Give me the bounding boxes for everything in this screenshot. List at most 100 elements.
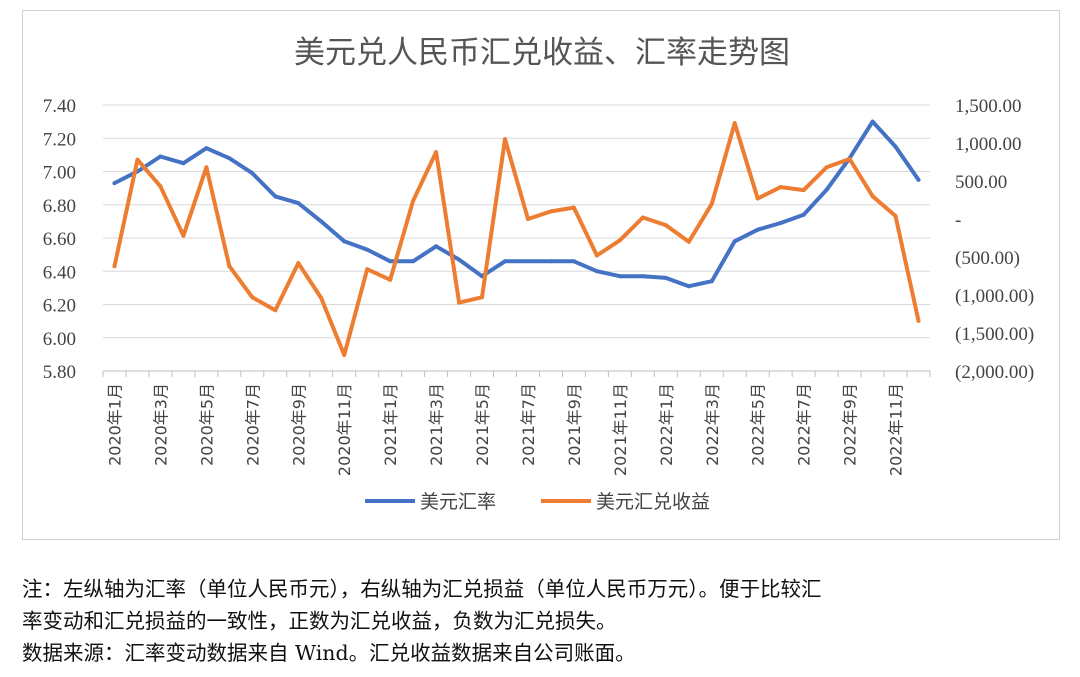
data-point-usd-rate — [571, 259, 576, 264]
data-point-usd-rate — [663, 275, 668, 280]
x-tick-label: 2022年1月 — [657, 383, 676, 466]
data-point-fx-gain — [135, 157, 140, 162]
x-tick-label: 2021年7月 — [519, 383, 538, 466]
data-point-fx-gain — [434, 150, 439, 155]
legend: 美元汇率 美元汇兑收益 — [365, 491, 710, 513]
y-left-tick-label: 6.20 — [43, 296, 76, 317]
chart-notes: 注：左纵轴为汇率（单位人民币元），右纵轴为汇兑损益（单位人民币万元）。便于比较汇… — [22, 573, 1062, 669]
line-chart: 美元兑人民币汇兑收益、汇率走势图 7.40 7.20 7.00 6.80 6.60 6.4… — [43, 35, 1034, 513]
data-point-usd-rate — [250, 171, 255, 176]
y-right-tick-label: (2,000.00) — [955, 362, 1034, 383]
data-point-fx-gain — [847, 157, 852, 161]
data-point-usd-rate — [801, 212, 806, 217]
data-point-fx-gain — [227, 264, 232, 269]
data-point-fx-gain — [365, 267, 370, 272]
data-point-fx-gain — [686, 239, 691, 244]
x-tick-label: 2020年11月 — [335, 383, 354, 476]
note-data-source: 数据来源：汇率变动数据来自 Wind。汇兑收益数据来自公司账面。 — [22, 641, 636, 665]
data-point-usd-rate — [503, 259, 507, 264]
data-point-fx-gain — [503, 137, 507, 142]
data-point-fx-gain — [457, 300, 462, 305]
data-point-fx-gain — [640, 215, 645, 220]
data-point-usd-rate — [411, 259, 416, 264]
y-left-tick-label: 7.00 — [43, 163, 76, 184]
data-point-usd-rate — [526, 259, 530, 264]
series-line-usd-rate — [112, 119, 921, 289]
series-lines — [112, 119, 921, 357]
data-point-usd-rate — [617, 274, 622, 279]
y-axis-right: 1,500.00 1,000.00 500.00 - (500.00) (1,000.00… — [955, 96, 1034, 383]
data-point-usd-rate — [365, 247, 370, 252]
data-point-fx-gain — [388, 277, 393, 282]
data-point-usd-rate — [158, 154, 163, 159]
data-point-usd-rate — [640, 274, 645, 279]
data-point-fx-gain — [755, 196, 760, 201]
data-point-usd-rate — [709, 279, 714, 284]
series-line-fx-gain — [112, 121, 921, 357]
y-right-tick-label: 1,500.00 — [955, 96, 1022, 117]
y-right-tick-label: 1,000.00 — [955, 134, 1022, 155]
data-point-usd-rate — [870, 119, 875, 124]
x-tick-label: 2022年7月 — [795, 383, 814, 466]
x-tick-label: 2022年3月 — [703, 383, 722, 466]
x-tick-label: 2021年1月 — [381, 383, 400, 466]
chart-frame: 美元兑人民币汇兑收益、汇率走势图 7.40 7.20 7.00 6.80 6.60 6.4… — [22, 10, 1060, 540]
legend-label-gain: 美元汇兑收益 — [596, 491, 710, 513]
y-right-tick-label: (1,500.00) — [955, 324, 1034, 345]
data-point-fx-gain — [273, 308, 278, 313]
y-right-tick-label: (1,000.00) — [955, 286, 1034, 307]
data-point-usd-rate — [319, 219, 324, 224]
y-left-tick-label: 5.80 — [43, 362, 76, 383]
y-right-tick-label: 500.00 — [955, 172, 1007, 193]
data-point-usd-rate — [755, 227, 760, 232]
legend-label-rate: 美元汇率 — [420, 491, 496, 513]
data-point-usd-rate — [388, 259, 393, 264]
data-point-fx-gain — [571, 205, 576, 210]
data-point-usd-rate — [112, 181, 117, 186]
data-point-fx-gain — [319, 296, 324, 300]
data-point-fx-gain — [549, 209, 553, 214]
data-point-fx-gain — [250, 295, 255, 300]
data-point-fx-gain — [342, 353, 347, 357]
x-tick-label: 2020年3月 — [151, 383, 170, 466]
data-point-usd-rate — [594, 269, 599, 274]
note-sign-explanation: 率变动和汇兑损益的一致性，正数为汇兑收益，负数为汇兑损失。 — [22, 609, 617, 633]
y-left-tick-label: 6.00 — [43, 329, 76, 350]
data-point-usd-rate — [686, 284, 691, 289]
x-tick-label: 2022年9月 — [841, 383, 860, 466]
data-point-fx-gain — [181, 233, 186, 238]
note-axis-explanation: 注：左纵轴为汇率（单位人民币元），右纵轴为汇兑损益（单位人民币万元）。便于比较汇 — [22, 577, 822, 601]
y-right-tick-label: - — [955, 210, 961, 231]
data-point-fx-gain — [411, 198, 416, 203]
y-left-tick-label: 6.40 — [43, 262, 76, 283]
data-point-usd-rate — [181, 161, 186, 166]
y-left-tick-label: 7.20 — [43, 129, 76, 150]
y-left-tick-label: 6.80 — [43, 196, 76, 217]
x-tick-label: 2022年11月 — [887, 383, 906, 476]
data-point-usd-rate — [893, 144, 898, 149]
data-point-fx-gain — [594, 253, 599, 258]
data-point-fx-gain — [158, 184, 163, 189]
data-point-fx-gain — [870, 194, 875, 199]
data-point-usd-rate — [778, 221, 783, 225]
data-point-fx-gain — [204, 165, 209, 170]
data-point-fx-gain — [801, 188, 806, 193]
data-point-fx-gain — [526, 217, 530, 221]
x-tick-label: 2021年5月 — [473, 383, 492, 466]
data-point-fx-gain — [916, 318, 921, 323]
data-point-usd-rate — [434, 244, 439, 249]
data-point-usd-rate — [549, 259, 553, 264]
x-tick-label: 2022年5月 — [749, 383, 768, 466]
data-point-fx-gain — [296, 261, 301, 266]
data-point-fx-gain — [824, 165, 829, 170]
data-point-fx-gain — [480, 295, 484, 300]
x-tick-label: 2021年9月 — [565, 383, 584, 466]
data-point-fx-gain — [112, 264, 117, 269]
x-tick-label: 2020年7月 — [243, 383, 262, 466]
x-axis-tick-labels: 2020年1月 2020年3月 2020年5月 2020年7月 2020年9月 2020年… — [105, 383, 905, 476]
y-left-tick-label: 6.60 — [43, 229, 76, 250]
x-tick-label: 2020年1月 — [105, 383, 124, 466]
x-tick-label: 2020年9月 — [289, 383, 308, 466]
data-point-usd-rate — [824, 187, 829, 192]
data-point-usd-rate — [342, 239, 347, 244]
